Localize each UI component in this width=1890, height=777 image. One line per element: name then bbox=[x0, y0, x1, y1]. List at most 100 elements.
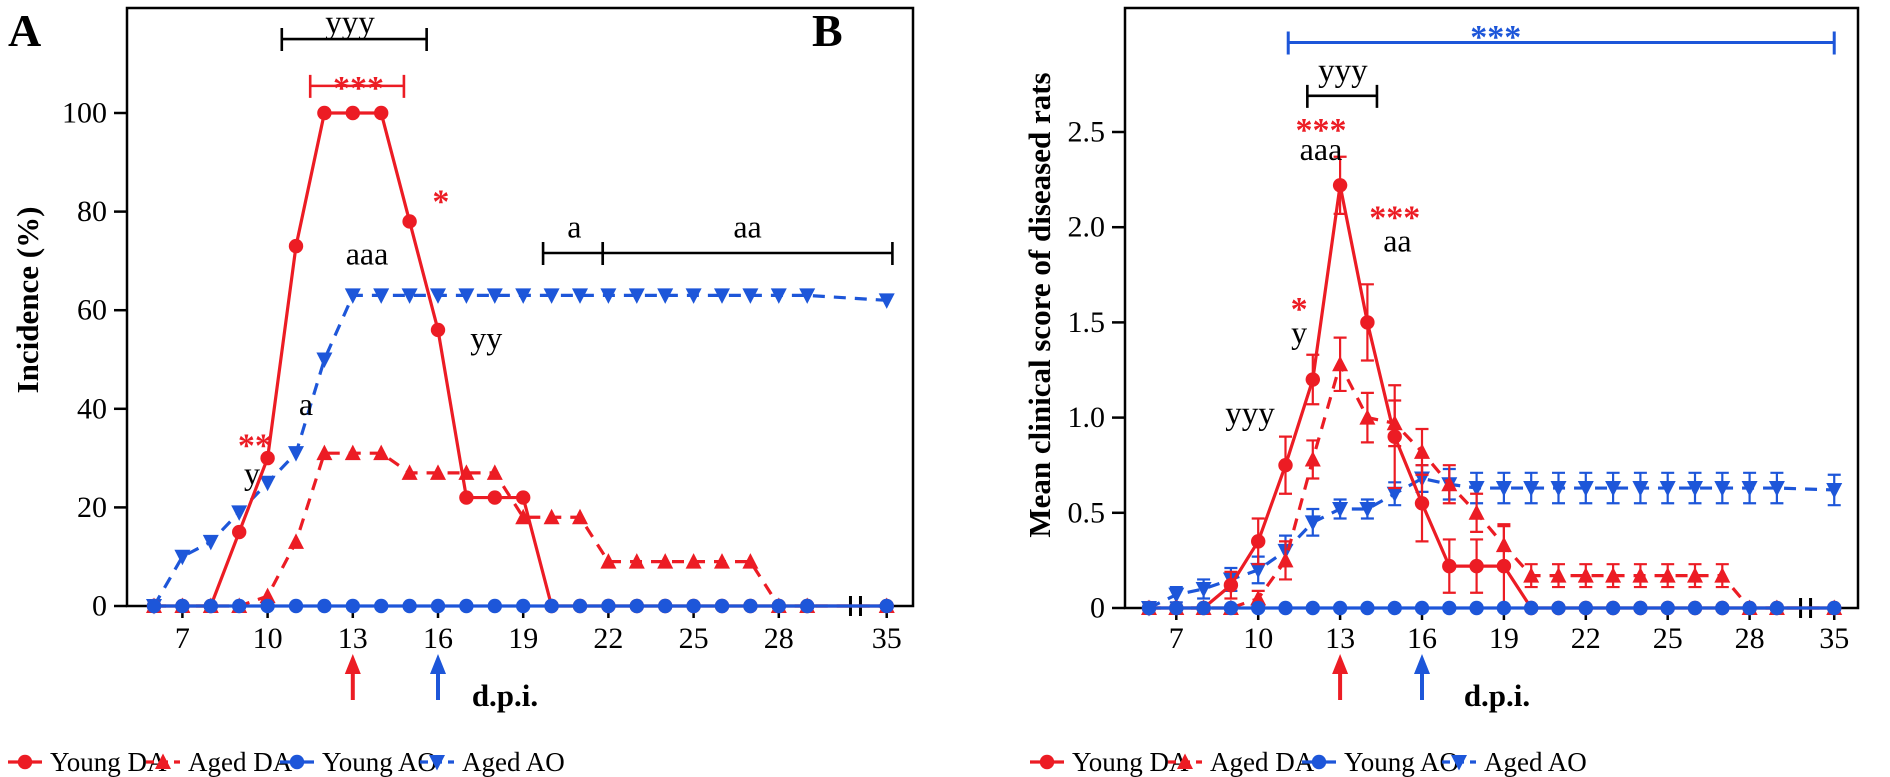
data-point-marker bbox=[601, 598, 616, 614]
data-point-marker bbox=[800, 598, 815, 614]
data-point-marker bbox=[373, 288, 390, 304]
legend-panel-a: Young DA Aged DA Young AO Aged AO bbox=[8, 747, 565, 777]
data-point-marker bbox=[771, 598, 786, 614]
legend-item-aged-da: Aged DA bbox=[146, 747, 293, 777]
plot-frame bbox=[1123, 6, 1860, 610]
data-point-marker bbox=[486, 288, 503, 304]
legend-item-aged-ao: Aged AO bbox=[420, 747, 565, 777]
data-point-marker bbox=[1360, 315, 1375, 330]
legend-item-young-da: Young DA bbox=[8, 747, 167, 777]
data-point-marker bbox=[1359, 501, 1376, 518]
data-point-marker bbox=[1468, 504, 1485, 520]
data-point-marker bbox=[344, 288, 361, 304]
x-tick-label: 7 bbox=[1169, 622, 1184, 655]
y-axis-title: Incidence (%) bbox=[10, 207, 45, 394]
data-point-marker bbox=[600, 288, 617, 304]
legend-label: Aged AO bbox=[462, 747, 565, 777]
data-point-marker bbox=[1523, 567, 1540, 583]
data-point-marker bbox=[317, 598, 332, 614]
data-point-marker bbox=[487, 490, 502, 505]
data-point-marker bbox=[1387, 429, 1402, 444]
data-point-marker bbox=[1168, 587, 1185, 604]
significance-bracket bbox=[308, 74, 406, 98]
data-point-marker bbox=[1469, 600, 1484, 616]
data-point-marker bbox=[288, 238, 304, 254]
data-point-marker bbox=[374, 105, 389, 121]
annotation--: * bbox=[432, 183, 449, 220]
data-point-marker bbox=[1496, 600, 1512, 616]
arrow-head bbox=[430, 654, 446, 674]
data-point-marker bbox=[629, 598, 644, 614]
data-point-marker bbox=[344, 444, 361, 461]
legend-swatch-marker bbox=[155, 753, 171, 769]
data-point-marker bbox=[146, 598, 162, 614]
data-point-marker bbox=[572, 598, 588, 614]
significance-bracket bbox=[541, 242, 605, 266]
legend-label: Aged DA bbox=[188, 747, 293, 777]
series-line bbox=[154, 111, 887, 608]
y-tick-label: 2.0 bbox=[1068, 211, 1106, 244]
data-point-marker bbox=[1633, 600, 1648, 616]
data-point-marker bbox=[1741, 481, 1758, 497]
data-point-marker bbox=[1223, 600, 1239, 616]
data-point-marker bbox=[1304, 515, 1321, 531]
data-point-marker bbox=[1660, 600, 1675, 616]
data-point-marker bbox=[288, 446, 304, 462]
data-point-marker bbox=[1605, 567, 1622, 583]
data-point-marker bbox=[1496, 558, 1512, 574]
series-young-ao bbox=[1141, 600, 1842, 616]
data-point-marker bbox=[1195, 581, 1212, 598]
data-point-marker bbox=[515, 508, 532, 525]
legend-panel-b: Young DA Aged DA Young AO Aged AO bbox=[1030, 747, 1587, 777]
x-tick-label: 19 bbox=[1489, 622, 1519, 655]
data-point-marker bbox=[879, 598, 894, 614]
data-point-marker bbox=[1632, 481, 1649, 497]
x-tick-label: 35 bbox=[872, 622, 902, 655]
arrow-head bbox=[1332, 654, 1349, 674]
data-point-marker bbox=[1251, 534, 1266, 549]
data-point-marker bbox=[1551, 600, 1566, 616]
x-tick-label: 10 bbox=[1243, 622, 1273, 655]
legend-label: Aged AO bbox=[1484, 747, 1587, 777]
legend-label: Aged DA bbox=[1210, 747, 1315, 777]
data-point-marker bbox=[1332, 600, 1348, 616]
series-young-da bbox=[146, 105, 894, 614]
y-tick-label: 1.0 bbox=[1068, 401, 1106, 434]
annotation-y: y bbox=[1291, 314, 1307, 350]
data-point-marker bbox=[742, 288, 759, 304]
data-point-marker bbox=[742, 553, 759, 569]
data-point-marker bbox=[1196, 600, 1211, 616]
arrow-head bbox=[1414, 654, 1430, 674]
data-point-marker bbox=[628, 553, 645, 569]
annotation-aaa: aaa bbox=[1300, 131, 1343, 167]
data-point-marker bbox=[1827, 600, 1842, 616]
data-point-marker bbox=[515, 288, 532, 304]
data-point-marker bbox=[401, 288, 418, 304]
data-point-marker bbox=[1769, 600, 1785, 616]
legend-swatch-marker bbox=[289, 754, 305, 770]
data-point-marker bbox=[202, 534, 219, 551]
data-point-marker bbox=[544, 598, 559, 614]
data-point-marker bbox=[1469, 558, 1484, 574]
data-point-marker bbox=[572, 288, 588, 304]
legend-label: Young AO bbox=[1344, 747, 1459, 777]
legend-swatch-marker bbox=[1451, 755, 1467, 771]
series-young-ao bbox=[146, 598, 894, 614]
data-point-marker bbox=[260, 450, 275, 466]
data-point-marker bbox=[1605, 481, 1622, 497]
legend-item-aged-da: Aged DA bbox=[1168, 747, 1315, 777]
red-arrow-marker bbox=[344, 654, 361, 700]
data-point-marker bbox=[1414, 496, 1430, 511]
data-point-marker bbox=[1223, 577, 1239, 593]
data-point-marker bbox=[658, 598, 673, 614]
data-point-marker bbox=[1141, 600, 1157, 616]
x-axis-title: d.p.i. bbox=[1464, 678, 1530, 713]
data-point-marker bbox=[543, 288, 560, 304]
data-point-marker bbox=[373, 444, 390, 461]
data-point-marker bbox=[175, 598, 190, 614]
annotation--: *** bbox=[1470, 19, 1521, 56]
y-tick-label: 20 bbox=[77, 491, 107, 524]
data-point-marker bbox=[543, 508, 560, 525]
x-tick-label: 10 bbox=[253, 622, 283, 655]
data-point-marker bbox=[799, 288, 816, 304]
